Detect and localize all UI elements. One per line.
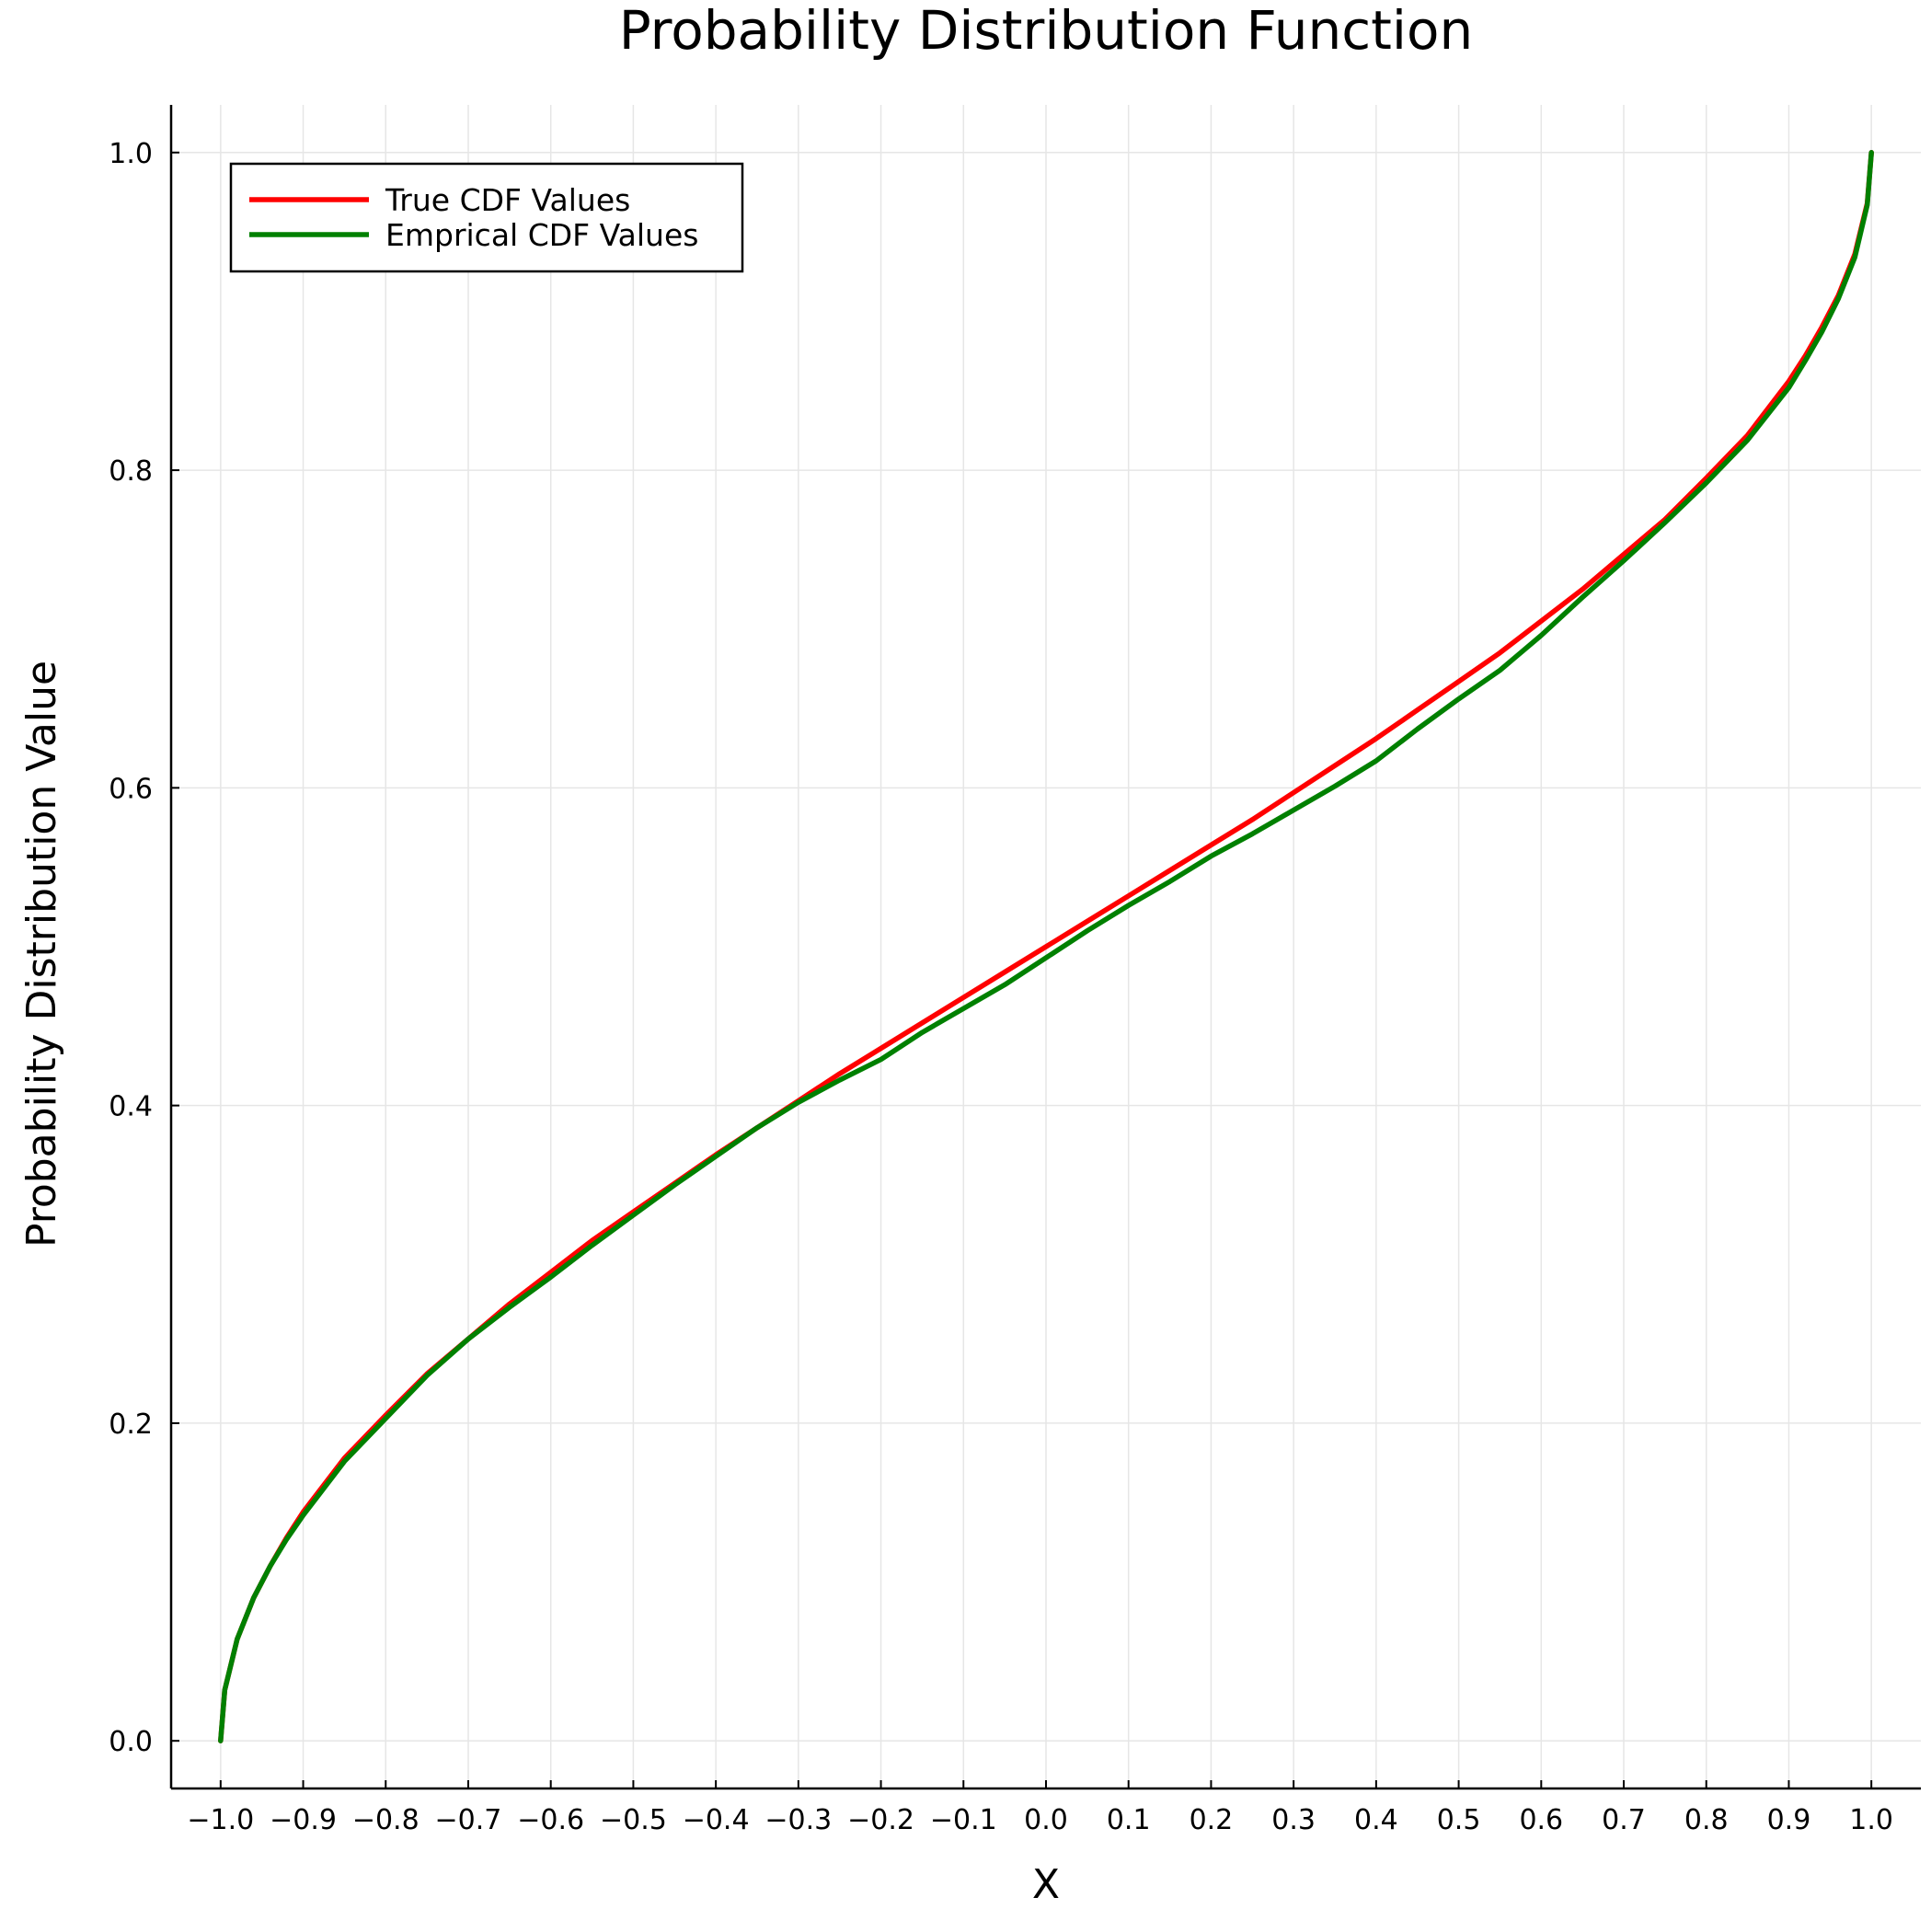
legend: True CDF Values Emprical CDF Values bbox=[229, 162, 744, 273]
y-tick-label: 0.8 bbox=[109, 455, 153, 488]
y-tick-label: 0.2 bbox=[109, 1409, 153, 1441]
x-tick-label: −0.3 bbox=[764, 1804, 832, 1836]
series-lines bbox=[218, 150, 1874, 1743]
x-tick-label: 0.8 bbox=[1684, 1804, 1729, 1836]
legend-box bbox=[229, 162, 744, 273]
x-tick-label: −0.4 bbox=[683, 1804, 750, 1836]
x-tick-label: 0.0 bbox=[1024, 1804, 1068, 1836]
x-tick-label: 0.5 bbox=[1437, 1804, 1481, 1836]
y-tick-label: 0.4 bbox=[109, 1091, 153, 1123]
x-tick-label: 0.4 bbox=[1354, 1804, 1398, 1836]
y-tick-label: 0.0 bbox=[109, 1726, 153, 1758]
x-tick-label: −0.6 bbox=[517, 1804, 584, 1836]
x-tick-label: −0.7 bbox=[435, 1804, 502, 1836]
x-tick-label: −1.0 bbox=[187, 1804, 254, 1836]
x-tick-label: 0.9 bbox=[1767, 1804, 1811, 1836]
x-axis-label: X bbox=[1032, 1861, 1060, 1908]
y-tick-label: 0.6 bbox=[109, 773, 153, 805]
grid-lines bbox=[171, 105, 1921, 1788]
legend-label-empirical-cdf: Emprical CDF Values bbox=[385, 217, 698, 253]
x-tick-label: −0.5 bbox=[600, 1804, 667, 1836]
x-tick-label: −0.8 bbox=[352, 1804, 420, 1836]
x-tick-label: −0.9 bbox=[270, 1804, 337, 1836]
x-tick-label: 0.1 bbox=[1107, 1804, 1151, 1836]
x-tick-label: 0.7 bbox=[1602, 1804, 1646, 1836]
y-axis-label: Probability Distribution Value bbox=[18, 661, 65, 1248]
x-tick-label: 0.3 bbox=[1271, 1804, 1316, 1836]
x-tick-label: 0.2 bbox=[1190, 1804, 1234, 1836]
x-tick-label: −0.1 bbox=[930, 1804, 997, 1836]
x-tick-label: −0.2 bbox=[847, 1804, 914, 1836]
x-ticks: −1.0 −0.9 −0.8 −0.7 −0.6 −0.5 −0.4 −0.3 −0.2 −0.1… bbox=[187, 1780, 1893, 1836]
x-tick-label: 0.6 bbox=[1519, 1804, 1563, 1836]
y-tick-label: 1.0 bbox=[109, 138, 153, 170]
legend-label-true-cdf: True CDF Values bbox=[385, 182, 630, 218]
x-tick-label: 1.0 bbox=[1849, 1804, 1893, 1836]
chart-title: Probability Distribution Function bbox=[619, 0, 1474, 62]
series-line-empirical-cdf bbox=[218, 150, 1874, 1743]
y-ticks: 0.0 0.2 0.4 0.6 0.8 1.0 bbox=[109, 138, 179, 1758]
